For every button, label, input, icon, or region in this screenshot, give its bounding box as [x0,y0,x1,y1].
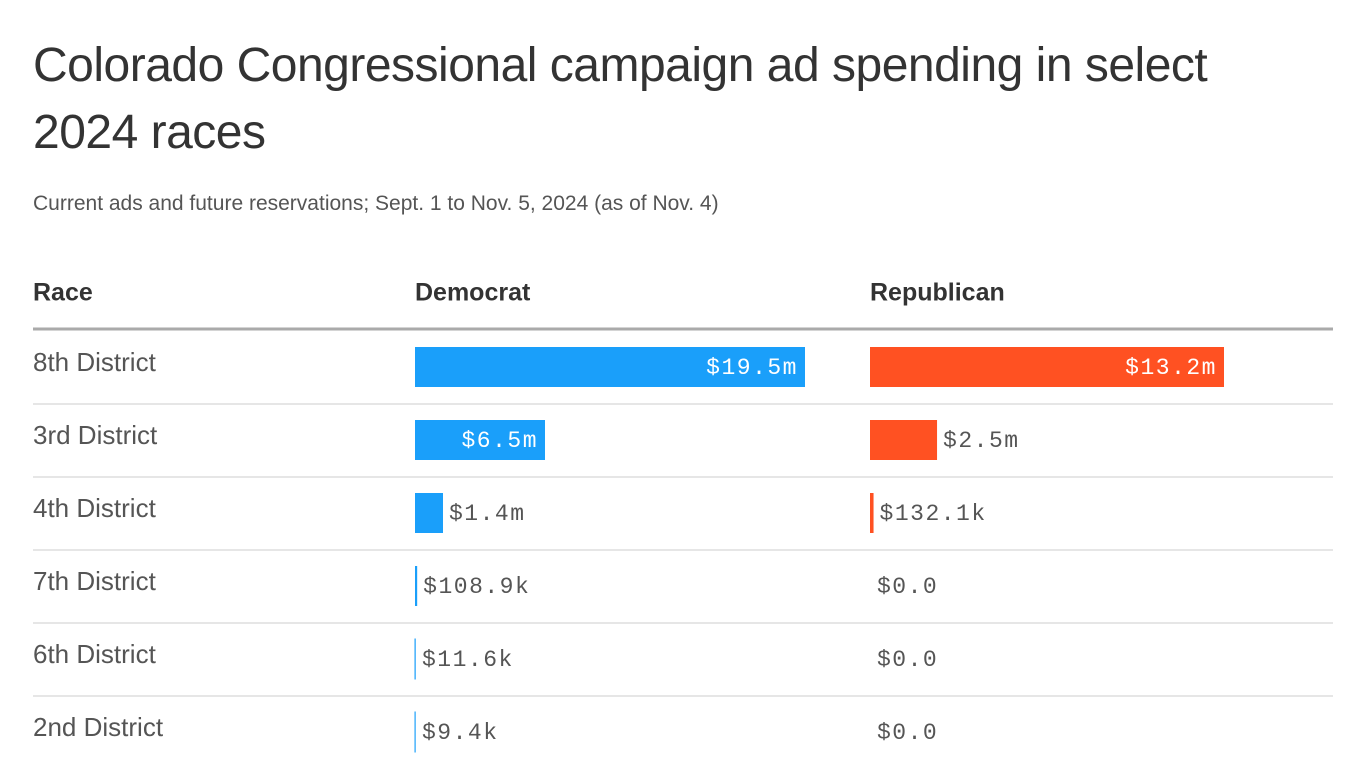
chart-title: Colorado Congressional campaign ad spend… [33,39,1208,159]
chart-subtitle: Current ads and future reservations; Sep… [33,192,719,215]
value-label: $0.0 [877,647,938,673]
value-label: $6.5m [461,428,538,454]
row-label: 3rd District [33,420,158,450]
column-header: Race [33,279,93,307]
row-label: 7th District [33,566,157,596]
value-label: $108.9k [423,574,530,600]
value-label: $0.0 [877,720,938,746]
value-label: $19.5m [706,355,798,381]
row-label: 8th District [33,347,157,377]
value-label: $1.4m [449,501,526,527]
bar [415,566,418,606]
row-label: 4th District [33,493,157,523]
column-header: Democrat [415,279,531,307]
row-label: 2nd District [33,712,164,742]
bar [870,493,874,533]
bar [415,493,443,533]
value-label: $132.1k [880,501,987,527]
column-header: Republican [870,279,1005,307]
bar [415,420,545,460]
value-label: $13.2m [1125,355,1217,381]
bar [415,347,805,387]
row-label: 6th District [33,639,157,669]
value-label: $11.6k [422,647,514,673]
bar [870,420,938,460]
bar [870,347,1224,387]
value-label: $9.4k [422,720,499,746]
value-label: $2.5m [943,428,1020,454]
value-label: $0.0 [877,574,938,600]
